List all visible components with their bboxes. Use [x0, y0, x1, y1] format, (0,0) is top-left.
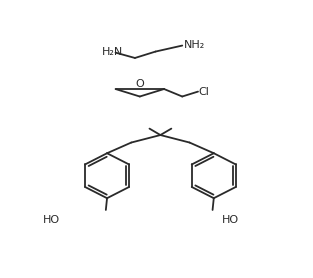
Text: NH₂: NH₂	[183, 40, 205, 50]
Text: O: O	[136, 79, 144, 89]
Text: HO: HO	[222, 215, 239, 225]
Text: HO: HO	[43, 215, 60, 225]
Text: H₂N: H₂N	[102, 46, 123, 56]
Text: Cl: Cl	[199, 87, 210, 97]
